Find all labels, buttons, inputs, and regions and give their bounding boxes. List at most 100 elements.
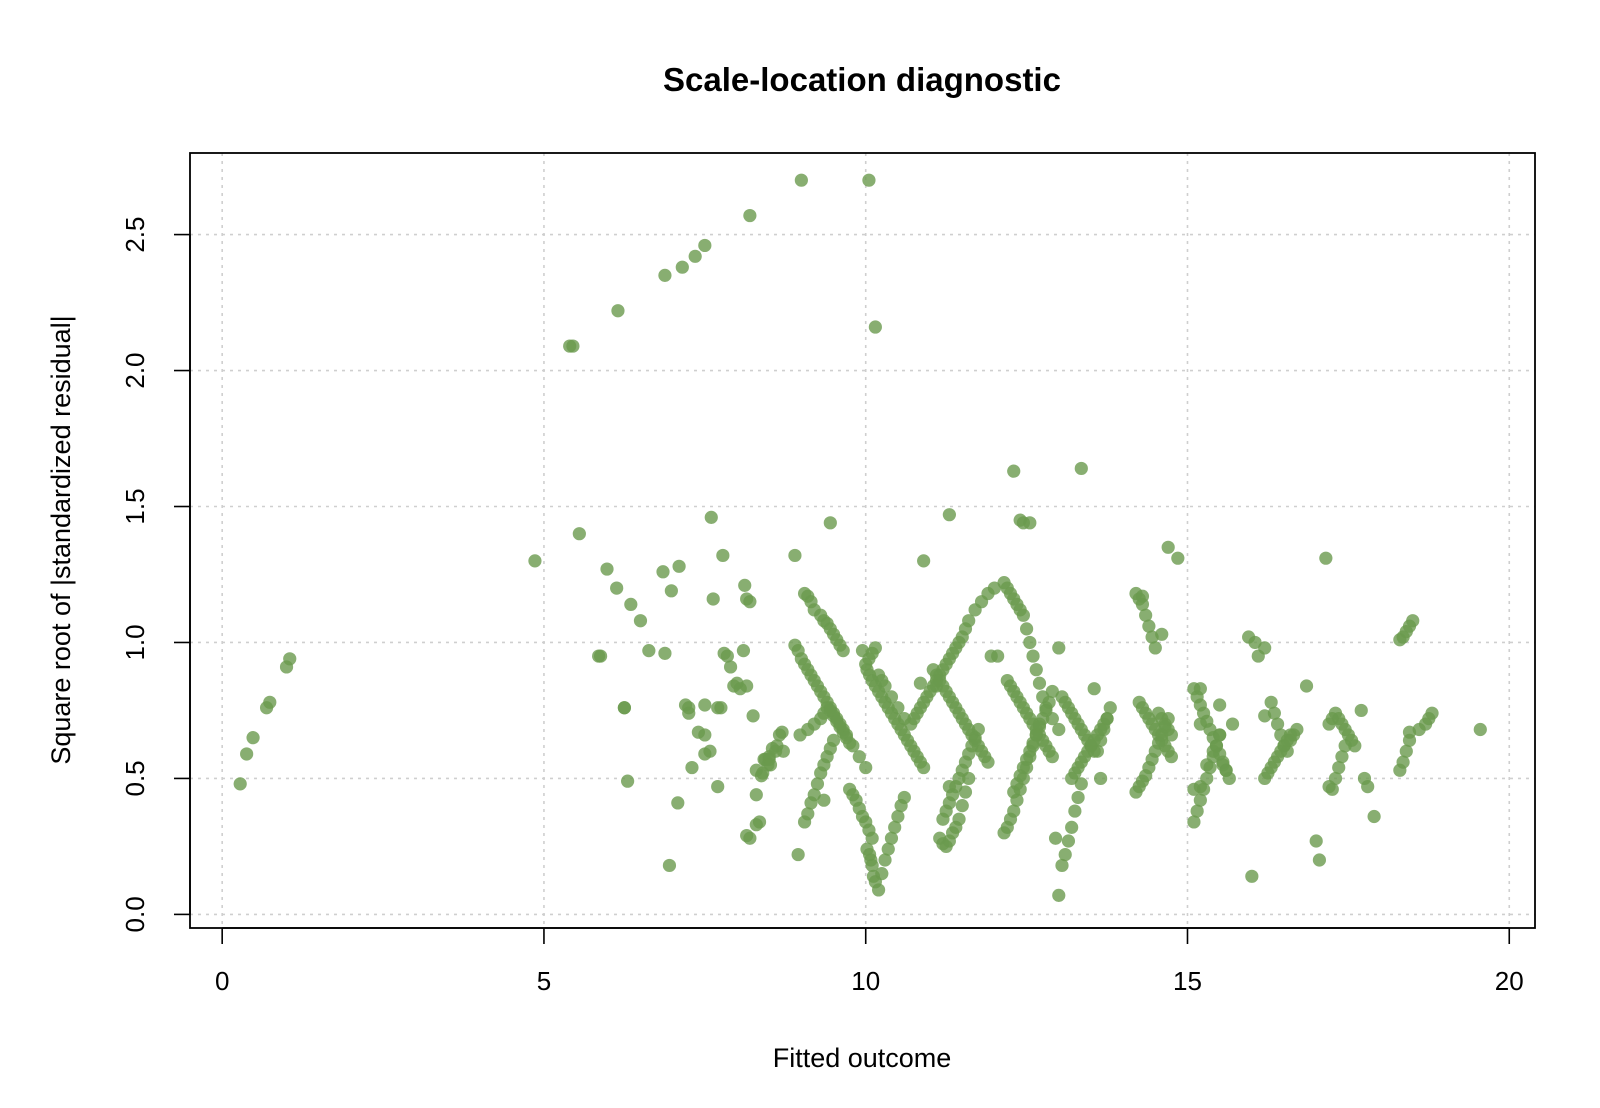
data-point (1052, 641, 1066, 655)
data-point (698, 238, 712, 253)
data-point (981, 755, 995, 769)
data-point (884, 690, 899, 704)
data-point (942, 779, 956, 794)
data-point (642, 644, 656, 658)
data-point (1161, 540, 1175, 554)
data-point (1312, 853, 1327, 867)
data-point (706, 592, 720, 606)
data-point (775, 725, 789, 739)
data-point (942, 508, 956, 522)
data-point (763, 758, 778, 772)
y-tick-label: 1.0 (120, 624, 150, 660)
data-point (1074, 461, 1088, 476)
data-point (1029, 663, 1043, 677)
data-point (897, 790, 911, 805)
data-point (1299, 679, 1314, 693)
data-point (1193, 793, 1207, 807)
data-point (1029, 728, 1043, 742)
data-point (769, 744, 783, 758)
y-tick-label: 2.0 (120, 352, 150, 388)
x-tick-label: 5 (537, 966, 551, 996)
data-point (1023, 750, 1037, 764)
data-point (611, 304, 625, 318)
data-point (952, 812, 966, 826)
data-point (1013, 513, 1027, 527)
data-point (658, 646, 672, 660)
data-point (823, 516, 837, 530)
data-point (698, 698, 712, 712)
data-point (1007, 804, 1021, 818)
data-point (233, 777, 247, 791)
data-point (1142, 619, 1156, 633)
data-point (752, 815, 767, 829)
data-point (888, 820, 902, 834)
data-point (740, 828, 754, 843)
x-tick-label: 20 (1495, 966, 1524, 996)
x-tick-label: 0 (215, 966, 229, 996)
data-point (1058, 847, 1072, 862)
data-point (801, 807, 815, 821)
data-point (749, 788, 763, 802)
data-point (1213, 728, 1227, 742)
data-point (1045, 750, 1059, 764)
data-point (1171, 551, 1185, 565)
data-point (621, 774, 635, 788)
data-point (1335, 750, 1349, 764)
data-point (633, 614, 648, 628)
data-point (746, 709, 760, 723)
data-point (1016, 771, 1030, 786)
data-point (852, 750, 866, 764)
data-point (1187, 815, 1201, 829)
data-point (624, 597, 638, 612)
data-point (698, 747, 712, 761)
data-point (1213, 698, 1227, 712)
data-point (1032, 676, 1047, 690)
y-axis-label: Square root of |standardized residual| (46, 315, 76, 764)
data-point (1074, 777, 1088, 791)
y-tick-label: 1.5 (120, 488, 150, 524)
data-point (1052, 888, 1066, 902)
data-point (1219, 763, 1233, 777)
data-point (1052, 722, 1066, 737)
data-point (1026, 739, 1040, 753)
data-point (1225, 717, 1240, 731)
data-point (958, 785, 973, 799)
data-point (672, 559, 686, 573)
data-point (836, 644, 850, 658)
x-tick-label: 10 (851, 966, 880, 996)
data-point (1190, 804, 1204, 818)
data-point (1020, 622, 1034, 636)
data-point (682, 706, 696, 720)
data-point (1065, 820, 1079, 834)
data-point (1193, 779, 1207, 794)
data-point (1328, 771, 1343, 786)
data-point (1367, 809, 1381, 824)
data-point (600, 562, 614, 576)
x-axis-label: Fitted outcome (773, 1043, 952, 1073)
data-point (1071, 790, 1085, 805)
data-point (1103, 701, 1117, 715)
data-point (1193, 717, 1207, 731)
data-point (1402, 725, 1417, 739)
data-point (664, 584, 678, 598)
data-point (711, 701, 725, 715)
data-point (913, 676, 928, 690)
data-point (955, 799, 969, 813)
data-point (868, 320, 882, 334)
data-point (1264, 695, 1278, 709)
data-point (1348, 739, 1362, 753)
data-point (1042, 695, 1056, 709)
data-point (723, 660, 738, 674)
data-point (1010, 793, 1024, 807)
data-point (1155, 627, 1169, 641)
data-point (1396, 755, 1410, 769)
data-point (671, 796, 685, 810)
data-point (791, 847, 805, 862)
data-point (743, 595, 757, 609)
data-point (1148, 641, 1162, 655)
data-point (788, 548, 802, 563)
data-point (871, 883, 886, 897)
data-point (1164, 750, 1178, 764)
data-point (675, 260, 689, 274)
